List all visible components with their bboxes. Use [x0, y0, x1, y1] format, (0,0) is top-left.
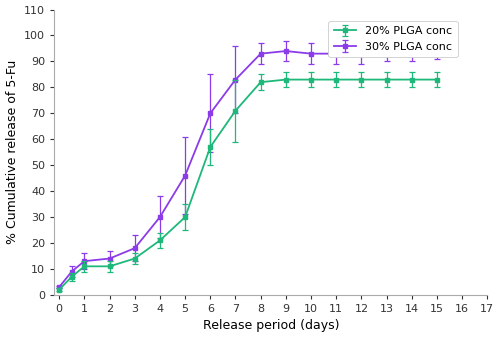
Legend: 20% PLGA conc, 30% PLGA conc: 20% PLGA conc, 30% PLGA conc	[328, 21, 458, 57]
Y-axis label: % Cumulative release of 5-Fu: % Cumulative release of 5-Fu	[6, 60, 18, 244]
X-axis label: Release period (days): Release period (days)	[202, 319, 339, 333]
